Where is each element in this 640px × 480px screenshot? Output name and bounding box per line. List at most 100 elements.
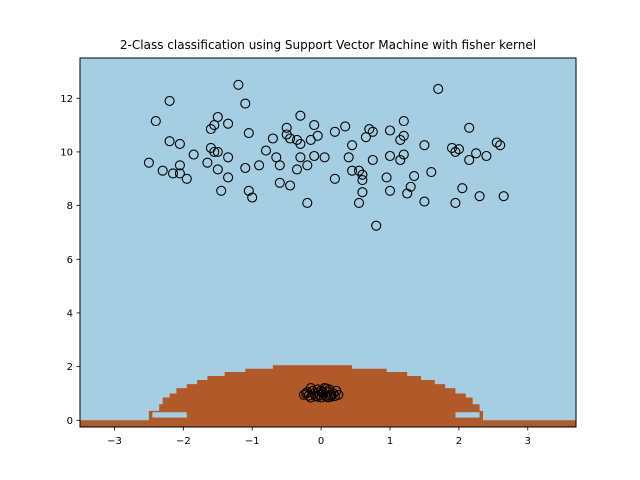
data-point [498,191,509,202]
data-point [319,152,330,163]
data-point [395,154,406,166]
data-point [212,111,223,123]
data-point [384,125,396,136]
data-point [254,160,265,171]
data-point [309,120,320,131]
data-point [367,126,378,137]
data-point [329,126,340,137]
data-point [212,146,223,157]
data-point [371,220,382,231]
data-point [340,121,351,132]
data-point [295,152,306,163]
data-point [398,149,409,160]
data-point [464,154,475,166]
data-point [398,130,409,141]
data-point [243,128,254,139]
data-point [433,83,444,94]
data-point [491,137,502,148]
data-point [457,183,468,194]
y-tick-label: 10 [60,147,73,158]
data-point [302,197,313,208]
data-point [181,173,192,184]
decision-region-gap [455,412,480,418]
data-point [300,388,312,399]
y-tick-label: 4 [67,308,73,319]
data-point [223,152,234,163]
data-point [426,167,437,178]
x-tick-label: −2 [176,436,191,447]
data-point [247,192,258,203]
x-tick-label: 1 [387,436,393,447]
scatter-markers [143,79,509,403]
data-point [150,116,161,127]
data-point [353,197,365,208]
data-point [174,138,185,149]
data-point [240,98,251,109]
data-point [384,185,396,196]
data-point [312,130,323,141]
data-point [450,146,461,157]
data-point [260,145,272,156]
data-point [298,389,309,400]
data-point [274,160,285,171]
y-tick-label: 6 [67,255,73,266]
x-tick-label: −1 [245,436,260,447]
data-point [384,150,396,162]
axes-frame [79,57,577,428]
data-point [357,175,368,186]
data-point [167,168,179,179]
y-tick-label: 8 [67,201,73,212]
y-tick-label: 12 [60,94,73,105]
data-point [291,164,303,175]
data-point [357,187,368,198]
data-point [409,171,420,182]
data-point [274,177,285,188]
x-axis: −3 −2 −1 0 1 2 3 [107,427,531,447]
data-point [471,148,482,159]
data-point [223,172,234,183]
data-point [398,116,409,127]
data-point [223,118,234,129]
data-point [347,140,358,151]
x-tick-label: 3 [525,436,531,447]
data-point [464,122,475,133]
data-point [295,138,306,149]
data-point [328,388,339,399]
data-point [302,160,313,171]
x-tick-label: 2 [456,436,462,447]
data-point [202,157,213,168]
data-point [481,150,492,162]
data-point [216,185,227,196]
data-point [212,164,223,175]
data-point [333,389,344,400]
data-point [243,185,254,196]
data-point [402,188,413,199]
data-point [143,157,154,168]
data-point [285,133,296,144]
data-point [329,173,340,184]
data-point [240,162,251,174]
data-point [343,152,354,163]
data-point [419,196,430,207]
data-point [157,165,168,176]
data-point [381,172,392,183]
data-point [357,169,368,180]
data-point [164,136,175,147]
data-point [474,191,485,202]
data-point [419,140,430,151]
data-point [364,124,375,135]
y-tick-label: 0 [67,416,73,427]
y-tick-label: 2 [67,362,73,373]
data-point [453,144,464,155]
chart-title: 2-Class classification using Support Vec… [120,38,536,52]
data-point [164,95,175,106]
data-point [209,146,220,157]
data-point [281,122,292,133]
data-point [405,181,416,192]
data-point [309,150,320,162]
data-point [295,110,306,121]
data-point [325,391,336,402]
plot-area [79,57,577,428]
data-point [188,149,199,160]
